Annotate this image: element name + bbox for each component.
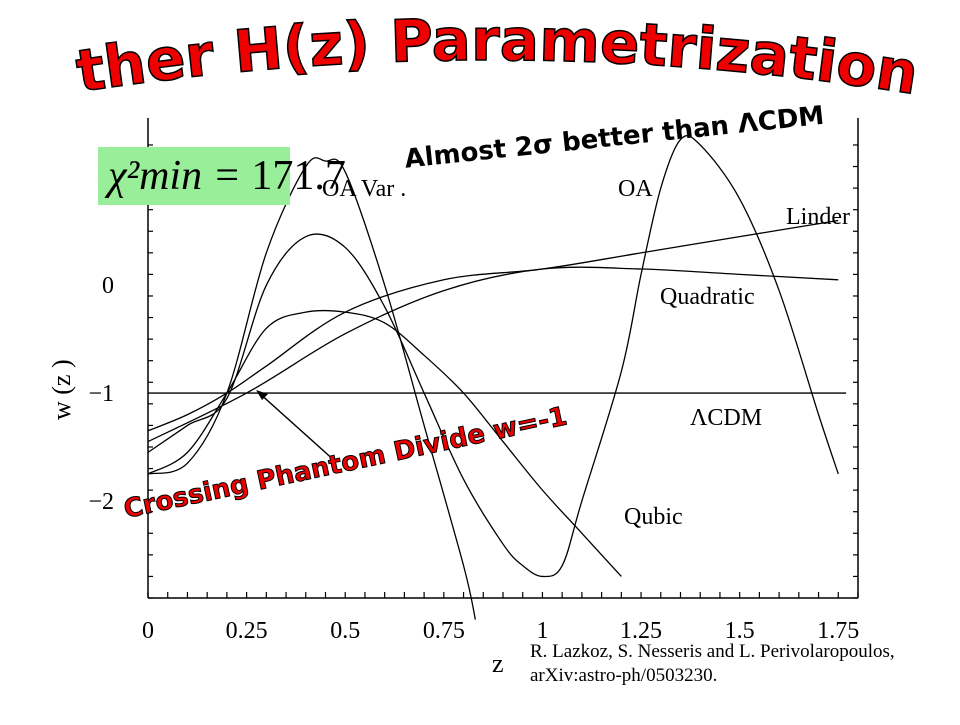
curve-labels: OA Var . OA Linder Quadratic ΛCDM Qubic <box>322 176 850 530</box>
series-line-oa-var <box>147 157 477 620</box>
curve-label: Quadratic <box>660 284 755 310</box>
y-tick-label: −2 <box>88 489 114 515</box>
axis-ticks <box>147 144 859 599</box>
x-tick-label: 1.25 <box>620 618 662 644</box>
x-axis-label: z <box>492 649 504 678</box>
series-line-oa <box>147 134 839 578</box>
phantom-annotation: Crossing Phantom Divide w=-1 <box>121 401 570 524</box>
curve-label: ΛCDM <box>690 405 762 431</box>
y-tick-label: −1 <box>88 381 114 407</box>
slide-subtitle: Almost 2σ better than ΛCDM <box>403 101 825 175</box>
annotation-arrow <box>256 390 337 463</box>
citation-arxiv: arXiv:astro-ph/0503230. <box>530 665 718 686</box>
tick-labels: 0 0.25 0.5 0.75 1 1.25 1.5 1.75 0 −1 −2 <box>88 273 859 644</box>
chi-min-box <box>98 147 290 205</box>
x-tick-label: 0.25 <box>226 618 268 644</box>
curves <box>147 134 847 620</box>
series-line-quadratic <box>147 266 839 443</box>
curve-label: OA Var . <box>322 176 406 202</box>
x-tick-label: 0.75 <box>423 618 465 644</box>
chi-min-value: 171.7 <box>251 153 346 199</box>
curve-label: Qubic <box>624 504 683 530</box>
x-tick-label: 1.75 <box>817 618 859 644</box>
chi-min-text: χ²min = 171.7 <box>108 152 346 200</box>
x-tick-label: 0.5 <box>330 618 360 644</box>
slide-title: Other H(z) Parametrizations <box>0 0 923 108</box>
y-axis-label: w (z ) <box>47 359 76 420</box>
series-line-linder <box>147 219 839 432</box>
curve-label: OA <box>618 176 653 202</box>
plot-area: 0 0.25 0.5 0.75 1 1.25 1.5 1.750−1−2 OA Var . OA… <box>88 118 859 644</box>
citation-authors: R. Lazkoz, S. Nesseris and L. Perivolaro… <box>530 641 895 662</box>
y-tick-label: 0 <box>102 273 114 299</box>
curve-label: Linder <box>786 204 850 230</box>
citation: R. Lazkoz, S. Nesseris and L. Perivolaro… <box>530 640 895 688</box>
x-tick-label: 0 <box>142 618 154 644</box>
chi-min-symbol: χ²min = <box>108 153 241 199</box>
x-tick-label: 1.5 <box>725 618 755 644</box>
x-tick-label: 1 <box>536 618 548 644</box>
